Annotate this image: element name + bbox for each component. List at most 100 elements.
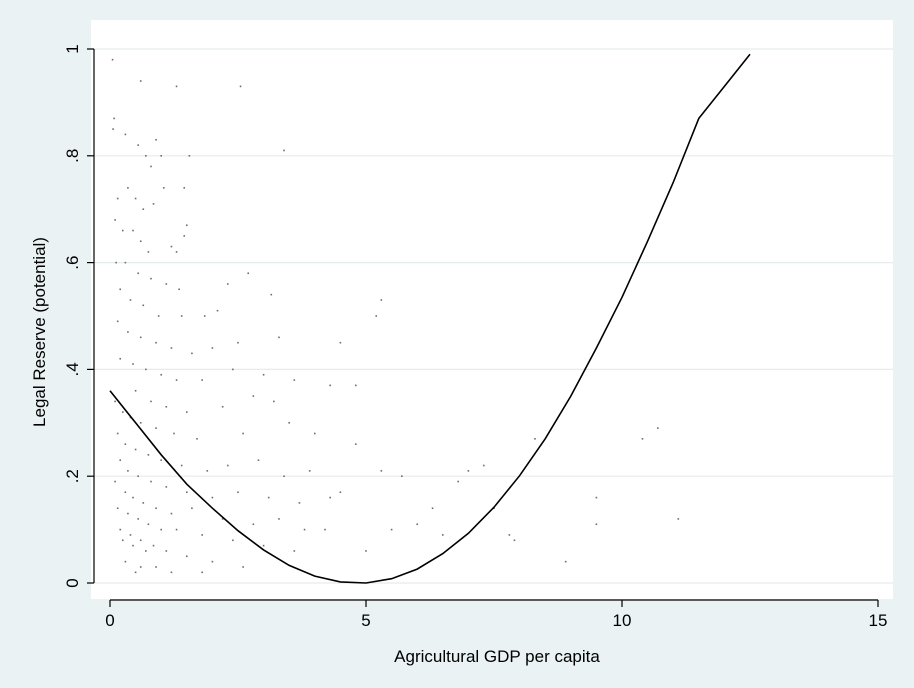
data-point-87 <box>124 443 127 445</box>
data-point-97 <box>119 459 122 461</box>
data-point-95 <box>283 475 285 477</box>
data-point-37 <box>247 272 250 275</box>
axes: 0.2.4.6.810 5 10 15 <box>63 44 887 630</box>
data-point-105 <box>267 496 270 499</box>
data-point-44 <box>216 309 219 312</box>
data-point-109 <box>124 491 127 494</box>
data-point-149 <box>442 534 444 536</box>
data-point-55 <box>237 341 239 344</box>
data-point-39 <box>129 299 132 301</box>
data-point-135 <box>211 560 214 563</box>
data-point-142 <box>124 560 127 563</box>
data-point-51 <box>155 341 157 344</box>
data-point-47 <box>375 315 378 317</box>
data-point-146 <box>365 550 367 552</box>
data-point-138 <box>155 566 157 568</box>
data-point-49 <box>127 331 129 333</box>
data-point-50 <box>139 336 142 339</box>
data-point-99 <box>137 475 139 477</box>
data-point-103 <box>211 496 214 499</box>
data-point-22 <box>183 235 186 237</box>
data-point-101 <box>165 486 168 488</box>
data-point-75 <box>186 411 188 413</box>
data-point-153 <box>482 464 485 467</box>
data-point-160 <box>595 496 598 499</box>
data-point-10 <box>155 138 157 141</box>
data-point-43 <box>203 315 206 317</box>
data-point-23 <box>114 219 116 221</box>
data-point-119 <box>116 507 119 510</box>
data-point-82 <box>196 438 198 440</box>
data-point-5 <box>239 85 242 88</box>
data-point-84 <box>288 422 290 424</box>
data-point-38 <box>119 288 122 291</box>
data-point-120 <box>127 512 129 515</box>
data-point-145 <box>201 571 203 574</box>
data-point-17 <box>127 187 129 189</box>
data-point-73 <box>150 400 152 403</box>
data-point-24 <box>122 229 124 232</box>
data-point-155 <box>508 534 511 536</box>
data-point-45 <box>270 293 273 296</box>
fit-line-group <box>109 53 751 584</box>
data-point-148 <box>416 523 418 526</box>
data-point-34 <box>165 283 168 285</box>
y-tick-label-3: .6 <box>63 256 82 270</box>
data-point-166 <box>380 470 383 472</box>
data-point-0 <box>111 58 114 61</box>
data-point-110 <box>132 496 134 499</box>
data-point-126 <box>232 539 234 542</box>
x-tick-label-3: 15 <box>869 611 888 630</box>
data-point-31 <box>124 261 127 264</box>
data-point-19 <box>142 208 145 210</box>
data-point-74 <box>165 405 168 408</box>
data-point-15 <box>188 155 191 157</box>
data-point-112 <box>155 507 157 510</box>
data-point-13 <box>162 187 165 189</box>
data-point-48 <box>116 320 119 323</box>
data-point-164 <box>339 491 342 494</box>
data-point-1 <box>113 117 115 120</box>
data-point-121 <box>137 518 139 520</box>
data-point-86 <box>116 432 119 435</box>
data-point-131 <box>139 539 142 542</box>
data-point-79 <box>139 422 142 424</box>
data-point-54 <box>211 347 214 349</box>
data-point-125 <box>201 534 203 536</box>
data-point-67 <box>329 384 331 387</box>
y-tick-label-5: 1 <box>63 44 82 53</box>
data-point-9 <box>145 155 147 157</box>
data-point-53 <box>191 352 193 355</box>
data-point-72 <box>134 389 137 392</box>
data-point-40 <box>142 304 145 307</box>
y-tick-label-0: 0 <box>63 578 82 587</box>
data-point-130 <box>129 534 132 536</box>
data-point-71 <box>221 405 224 408</box>
data-point-46 <box>380 299 383 301</box>
plot-area <box>91 20 893 599</box>
data-point-62 <box>175 379 178 381</box>
data-point-104 <box>237 491 239 494</box>
gridlines <box>91 48 893 584</box>
data-point-35 <box>178 288 180 291</box>
data-point-122 <box>147 523 150 526</box>
data-point-107 <box>329 496 331 499</box>
data-point-114 <box>191 507 193 510</box>
data-point-98 <box>127 470 129 472</box>
data-point-106 <box>298 502 301 504</box>
fit-line <box>109 53 751 584</box>
data-point-133 <box>165 550 168 552</box>
data-point-118 <box>303 528 306 531</box>
data-point-56 <box>278 336 280 339</box>
data-point-159 <box>595 523 598 526</box>
data-point-77 <box>122 411 124 413</box>
data-point-33 <box>150 277 152 280</box>
data-point-156 <box>513 539 516 542</box>
data-point-65 <box>262 373 265 376</box>
data-point-108 <box>114 480 116 483</box>
data-point-92 <box>206 470 209 472</box>
data-point-85 <box>314 432 316 435</box>
x-axis-label: Agricultural GDP per capita <box>394 647 600 666</box>
data-point-4 <box>175 85 178 88</box>
